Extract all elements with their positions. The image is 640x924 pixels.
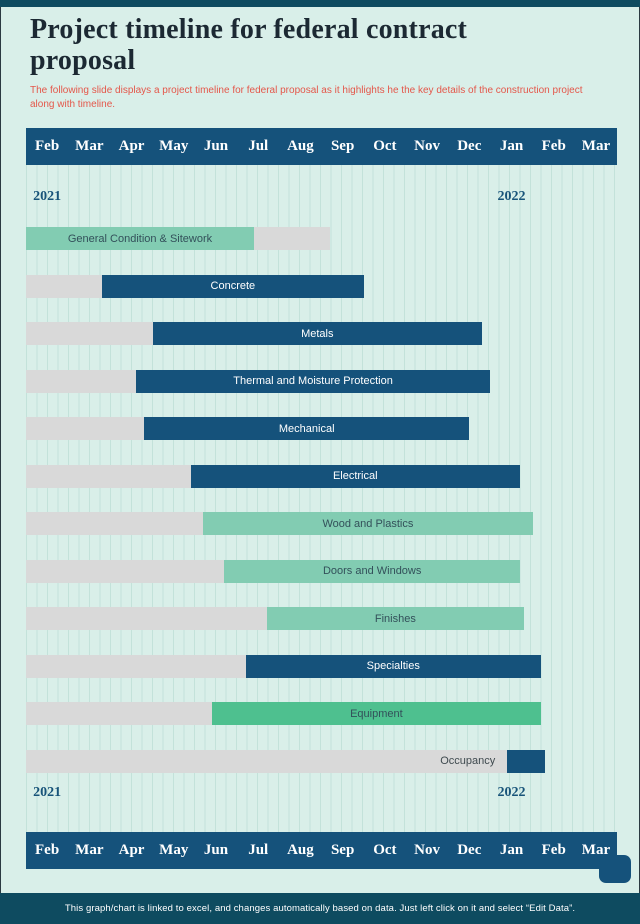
gantt-row: Metals [26,322,617,345]
task-label: Wood and Plastics [322,517,414,530]
task-bar[interactable]: Metals [152,322,482,345]
task-bar[interactable]: Doors and Windows [224,559,520,583]
footer-note: This graph/chart is linked to excel, and… [64,903,576,914]
month-label: Feb [541,138,566,154]
year-row-bottom: 2021 2022 [26,773,617,832]
task-label: Concrete [210,280,256,292]
month-label: Feb [541,842,566,858]
gantt-row: Wood and Plastics [26,512,617,535]
year-label: 2021 [33,189,62,204]
month-label: Jul [248,842,269,858]
task-label: Thermal and Moisture Protection [233,375,393,387]
month-label: Oct [373,842,397,858]
month-label: Feb [35,138,60,154]
month-label: Sep [330,842,355,858]
footer-note-bar: This graph/chart is linked to excel, and… [0,893,640,924]
task-bar[interactable]: Wood and Plastics [203,512,533,535]
task-track [26,749,546,773]
month-label: Sep [330,138,355,154]
subtitle: The following slide displays a project t… [30,85,583,110]
task-bar[interactable]: Concrete [101,274,364,298]
month-label: Dec [457,842,482,858]
month-label: May [159,138,189,154]
month-label: Nov [414,138,440,154]
gantt-row: Occupancy [26,749,617,773]
bottom-month-bar: Feb Mar Apr May Jun Jul Aug Sep Oct Nov Dec Jan Feb M… [26,832,617,869]
month-label: Nov [414,842,440,858]
task-label: Equipment [350,707,403,720]
task-label: Electrical [332,470,378,482]
year-label: 2022 [497,784,526,800]
month-label: Mar [75,842,104,858]
month-label: Jun [203,842,229,858]
gantt-row: Doors and Windows [26,559,617,583]
task-label: General Condition & Sitework [67,232,213,245]
month-label: Dec [457,138,482,154]
gantt-row: Equipment [26,702,617,725]
gantt-row: Finishes [26,607,617,630]
task-bar[interactable]: Specialties [245,654,541,678]
month-label: May [159,842,189,858]
task-bar[interactable] [507,749,546,773]
task-bar[interactable]: Mechanical [144,417,470,440]
task-label: Mechanical [278,422,335,435]
month-label: Mar [581,842,611,858]
month-label: Mar [581,138,611,154]
month-label: Feb [35,842,60,858]
month-label: Jul [248,138,269,154]
task-label: Finishes [374,612,416,625]
task-label: Doors and Windows [322,565,422,577]
gantt-row: General Condition & Sitework [26,227,617,250]
gantt-row: Mechanical [26,417,617,440]
month-label: Apr [118,138,145,154]
task-bar[interactable]: Equipment [211,702,541,725]
month-label: Jan [499,138,524,154]
month-label: Apr [118,842,145,858]
task-label: Occupancy [440,755,496,767]
gantt-row: Thermal and Moisture Protection [26,369,617,393]
task-bar[interactable]: Finishes [266,607,525,630]
month-label: Oct [373,138,397,154]
month-label: Jan [499,842,524,858]
gantt-row: Electrical [26,464,617,488]
gantt-row: Specialties [26,654,617,678]
year-label: 2021 [33,784,62,800]
year-label: 2022 [497,189,526,204]
task-label: Specialties [366,660,420,672]
top-accent-strip [0,0,640,7]
month-label: Aug [287,842,314,858]
task-bar[interactable]: General Condition & Sitework [26,227,254,250]
month-label: Mar [75,138,104,154]
page-title: Project timeline for federal contract pr… [30,14,468,77]
month-label: Jun [203,138,229,154]
year-row-top: 2021 2022 [26,165,617,227]
gantt-row: Concrete [26,274,617,298]
gantt-chart: 2021 2022 General Condition & Sitework Con… [26,165,617,832]
top-month-bar: Feb Mar Apr May Jun Jul Aug Sep Oct Nov Dec Jan Feb M… [26,128,617,165]
task-bar[interactable]: Thermal and Moisture Protection [135,369,491,393]
month-label: Aug [287,138,314,154]
task-bar[interactable]: Electrical [190,464,520,488]
corner-accent-shape [599,855,631,883]
task-label: Metals [301,327,334,340]
gantt-rows: General Condition & Sitework Concrete Meta… [26,227,617,773]
